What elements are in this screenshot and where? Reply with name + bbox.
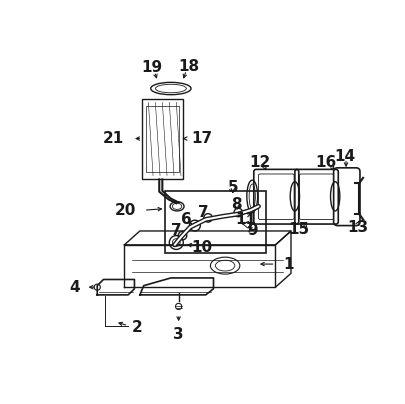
Text: 10: 10 — [191, 240, 212, 255]
Text: 21: 21 — [103, 131, 124, 146]
Text: 7: 7 — [198, 205, 208, 220]
Bar — [146, 106, 178, 172]
Text: 17: 17 — [191, 131, 212, 146]
Text: 1: 1 — [283, 257, 293, 271]
Text: 4: 4 — [69, 280, 80, 295]
Text: 16: 16 — [314, 155, 336, 170]
Bar — [142, 99, 182, 179]
Text: 15: 15 — [288, 222, 309, 237]
Text: 8: 8 — [231, 196, 241, 212]
Text: 5: 5 — [227, 180, 238, 195]
Text: 2: 2 — [132, 320, 143, 335]
Text: 11: 11 — [235, 212, 256, 227]
Text: 3: 3 — [173, 327, 183, 342]
Bar — [165, 191, 266, 252]
Text: 19: 19 — [141, 60, 162, 75]
Text: 20: 20 — [114, 203, 136, 218]
Text: 14: 14 — [334, 149, 355, 164]
Text: 13: 13 — [346, 220, 367, 235]
Text: 6: 6 — [181, 212, 191, 227]
Text: 7: 7 — [171, 223, 181, 238]
Text: 9: 9 — [246, 223, 257, 238]
Text: 18: 18 — [178, 59, 199, 74]
Text: 12: 12 — [249, 155, 270, 170]
